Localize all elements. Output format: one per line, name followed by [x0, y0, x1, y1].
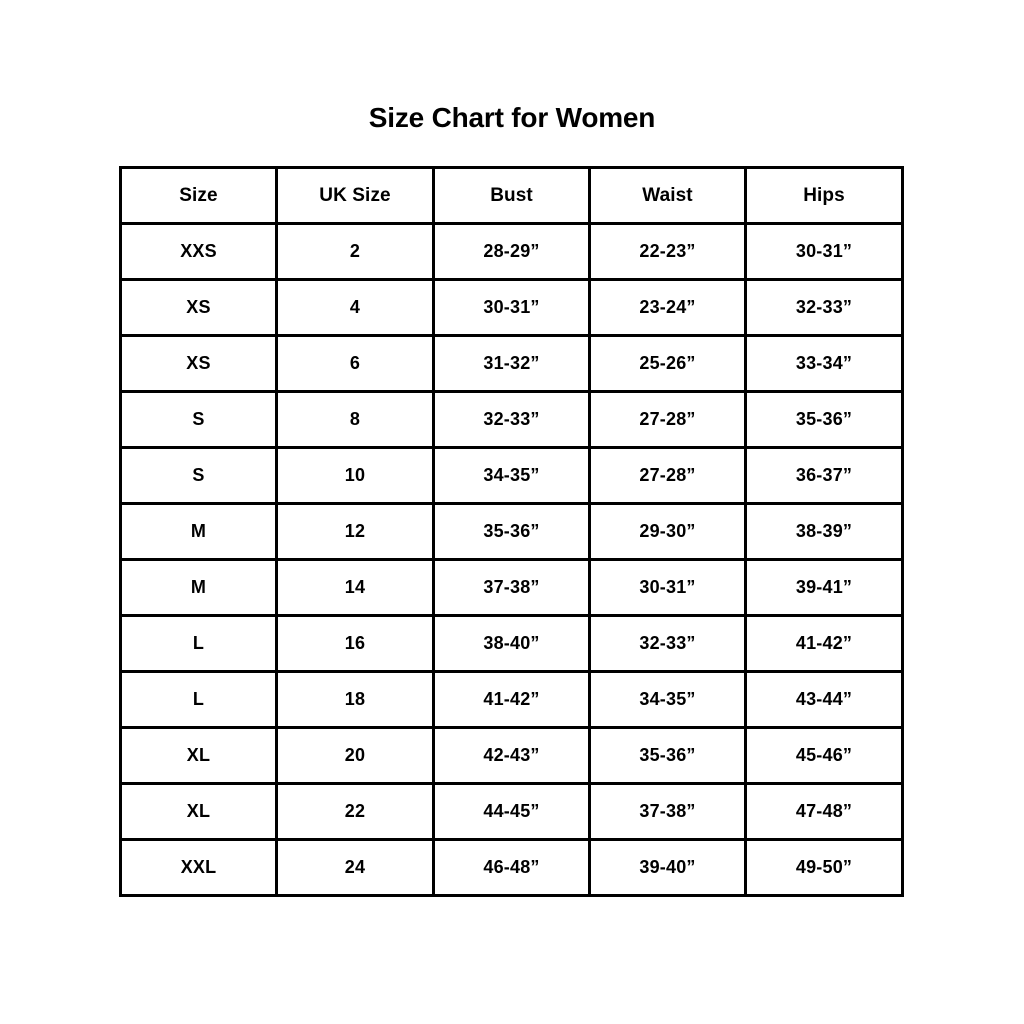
cell-size: M — [119, 502, 278, 561]
cell-uk: 6 — [275, 334, 435, 393]
cell-bust: 32-33” — [432, 390, 591, 449]
cell-hips: 36-37” — [744, 446, 904, 505]
cell-hips: 49-50” — [744, 838, 904, 897]
cell-uk: 18 — [275, 670, 435, 729]
cell-waist: 37-38” — [588, 782, 747, 841]
table-row: M 12 35-36” 29-30” 38-39” — [119, 502, 904, 561]
size-chart-table: Size UK Size Bust Waist Hips XXS 2 28-29… — [119, 166, 904, 897]
cell-size: XL — [119, 726, 278, 785]
table-row: L 18 41-42” 34-35” 43-44” — [119, 670, 904, 729]
table-header-row: Size UK Size Bust Waist Hips — [119, 166, 904, 225]
cell-uk: 10 — [275, 446, 435, 505]
cell-bust: 37-38” — [432, 558, 591, 617]
cell-hips: 38-39” — [744, 502, 904, 561]
cell-bust: 34-35” — [432, 446, 591, 505]
table-header: Size UK Size Bust Waist Hips — [119, 166, 904, 225]
cell-size: M — [119, 558, 278, 617]
table-row: XL 20 42-43” 35-36” 45-46” — [119, 726, 904, 785]
cell-bust: 46-48” — [432, 838, 591, 897]
table-row: XXL 24 46-48” 39-40” 49-50” — [119, 838, 904, 897]
page-title: Size Chart for Women — [368, 102, 656, 133]
column-header-bust: Bust — [432, 166, 591, 225]
cell-waist: 23-24” — [588, 278, 747, 337]
cell-size: S — [119, 390, 278, 449]
cell-size: XL — [119, 782, 278, 841]
cell-size: XS — [119, 334, 278, 393]
cell-hips: 32-33” — [744, 278, 904, 337]
table-row: XL 22 44-45” 37-38” 47-48” — [119, 782, 904, 841]
column-header-uk-size: UK Size — [275, 166, 435, 225]
cell-uk: 22 — [275, 782, 435, 841]
cell-waist: 27-28” — [588, 446, 747, 505]
table-row: XS 6 31-32” 25-26” 33-34” — [119, 334, 904, 393]
cell-uk: 24 — [275, 838, 435, 897]
table-row: M 14 37-38” 30-31” 39-41” — [119, 558, 904, 617]
column-header-hips: Hips — [744, 166, 904, 225]
table-row: XS 4 30-31” 23-24” 32-33” — [119, 278, 904, 337]
cell-waist: 29-30” — [588, 502, 747, 561]
cell-waist: 22-23” — [588, 222, 747, 281]
cell-waist: 35-36” — [588, 726, 747, 785]
cell-waist: 27-28” — [588, 390, 747, 449]
cell-bust: 31-32” — [432, 334, 591, 393]
table-row: S 8 32-33” 27-28” 35-36” — [119, 390, 904, 449]
cell-uk: 4 — [275, 278, 435, 337]
cell-uk: 20 — [275, 726, 435, 785]
column-header-waist: Waist — [588, 166, 747, 225]
cell-waist: 32-33” — [588, 614, 747, 673]
cell-waist: 34-35” — [588, 670, 747, 729]
cell-bust: 42-43” — [432, 726, 591, 785]
cell-hips: 45-46” — [744, 726, 904, 785]
cell-uk: 16 — [275, 614, 435, 673]
cell-size: XS — [119, 278, 278, 337]
cell-hips: 39-41” — [744, 558, 904, 617]
cell-uk: 2 — [275, 222, 435, 281]
cell-waist: 25-26” — [588, 334, 747, 393]
cell-size: L — [119, 614, 278, 673]
table-body: XXS 2 28-29” 22-23” 30-31” XS 4 30-31” 2… — [119, 222, 904, 897]
cell-uk: 14 — [275, 558, 435, 617]
cell-bust: 41-42” — [432, 670, 591, 729]
column-header-size: Size — [119, 166, 278, 225]
table-row: L 16 38-40” 32-33” 41-42” — [119, 614, 904, 673]
cell-size: L — [119, 670, 278, 729]
cell-waist: 39-40” — [588, 838, 747, 897]
cell-bust: 35-36” — [432, 502, 591, 561]
table-row: S 10 34-35” 27-28” 36-37” — [119, 446, 904, 505]
cell-hips: 30-31” — [744, 222, 904, 281]
cell-bust: 38-40” — [432, 614, 591, 673]
cell-hips: 47-48” — [744, 782, 904, 841]
cell-hips: 43-44” — [744, 670, 904, 729]
cell-uk: 12 — [275, 502, 435, 561]
cell-uk: 8 — [275, 390, 435, 449]
cell-size: XXS — [119, 222, 278, 281]
cell-waist: 30-31” — [588, 558, 747, 617]
cell-size: S — [119, 446, 278, 505]
cell-hips: 35-36” — [744, 390, 904, 449]
cell-hips: 41-42” — [744, 614, 904, 673]
table-row: XXS 2 28-29” 22-23” 30-31” — [119, 222, 904, 281]
cell-size: XXL — [119, 838, 278, 897]
size-chart-table-container: Size UK Size Bust Waist Hips XXS 2 28-29… — [119, 166, 904, 897]
cell-bust: 28-29” — [432, 222, 591, 281]
cell-hips: 33-34” — [744, 334, 904, 393]
cell-bust: 30-31” — [432, 278, 591, 337]
cell-bust: 44-45” — [432, 782, 591, 841]
